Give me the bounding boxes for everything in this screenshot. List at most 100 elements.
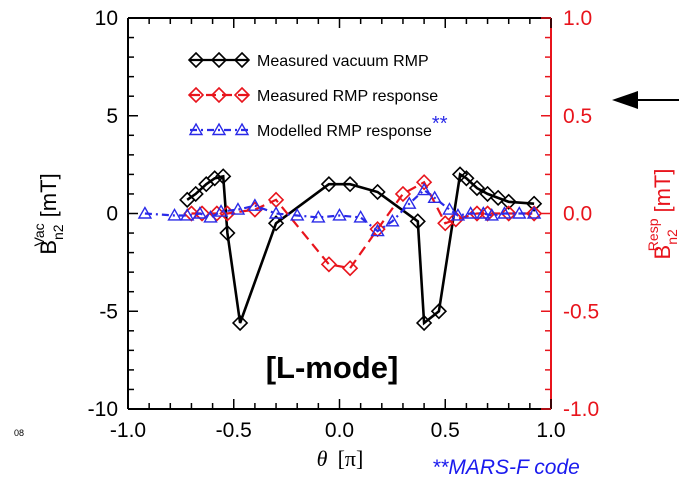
legend-item-3: Modelled RMP response** bbox=[188, 113, 448, 140]
data-point bbox=[289, 208, 305, 221]
legend-label: Modelled RMP response** bbox=[257, 113, 448, 140]
data-point bbox=[167, 208, 182, 221]
data-point bbox=[500, 205, 517, 222]
ticks-group: -1.0 -0.5 0.0 0.5 1.0 10 5 0 -5 -10 1.0 0.5 0.0 -0.5 -… bbox=[88, 7, 600, 442]
y-left-tick-label: -5 bbox=[99, 300, 118, 323]
legend-marker bbox=[187, 51, 205, 69]
y-right-tick-label: 0.5 bbox=[563, 105, 592, 128]
x-tick-label: -1.0 bbox=[110, 419, 146, 442]
data-point bbox=[267, 215, 285, 232]
svg-text:Bn2Vac[mT]: Bn2Vac [mT] bbox=[31, 173, 66, 254]
series-line-1 bbox=[186, 172, 535, 326]
data-point bbox=[320, 176, 338, 193]
data-point bbox=[311, 209, 326, 223]
y-right-label-sub: n2 bbox=[664, 229, 679, 245]
y-right-tick-label: -0.5 bbox=[563, 300, 599, 323]
y-left-axis-title: Bn2Vac [mT] bbox=[31, 173, 66, 254]
data-point bbox=[489, 189, 507, 206]
data-point bbox=[497, 206, 512, 219]
data-point bbox=[230, 202, 246, 215]
legend-label: Measured RMP response bbox=[257, 88, 438, 105]
data-point bbox=[458, 170, 475, 187]
y-left-label-sub: n2 bbox=[50, 224, 66, 240]
data-point bbox=[203, 209, 218, 223]
y-right-axis-title: Bn2Resp [mT] bbox=[645, 169, 679, 260]
series-1 bbox=[179, 166, 543, 332]
data-point bbox=[484, 208, 499, 221]
x-tick-label: 1.0 bbox=[536, 419, 565, 442]
data-point bbox=[268, 206, 284, 219]
data-point bbox=[430, 303, 448, 320]
y-left-tick-label: 10 bbox=[95, 7, 118, 30]
data-point bbox=[231, 314, 249, 332]
series-3 bbox=[137, 182, 542, 237]
y-right-tick-label: 1.0 bbox=[563, 7, 592, 30]
x-axis-unit: [π] bbox=[338, 446, 364, 471]
data-point bbox=[468, 179, 486, 197]
legend-marker bbox=[211, 122, 227, 136]
data-point bbox=[416, 182, 432, 196]
legend-marker bbox=[210, 86, 228, 104]
data-point bbox=[341, 260, 359, 277]
x-axis-title: θ [π] bbox=[317, 446, 364, 471]
data-point bbox=[332, 208, 347, 221]
footnote-mars-f: **MARS-F code bbox=[432, 456, 580, 479]
data-point bbox=[500, 193, 517, 210]
data-point bbox=[463, 206, 478, 219]
y-right-label-main: B bbox=[650, 245, 675, 260]
y-left-tick-label: -10 bbox=[88, 398, 118, 421]
legend-label: Measured vacuum RMP bbox=[257, 53, 429, 70]
data-point bbox=[385, 213, 400, 227]
legend-item-2: Measured RMP response bbox=[187, 86, 438, 105]
data-point bbox=[525, 205, 543, 222]
data-point bbox=[427, 190, 442, 204]
data-point bbox=[187, 185, 204, 203]
x-tick-label: 0.0 bbox=[325, 419, 354, 442]
data-point bbox=[341, 176, 359, 193]
annotation-l-mode: [L-mode] bbox=[266, 350, 399, 385]
data-point bbox=[215, 168, 232, 185]
data-point bbox=[180, 208, 195, 221]
legend: Measured vacuum RMP Measured RMP response… bbox=[187, 51, 448, 140]
y-left-tick-label: 0 bbox=[106, 203, 118, 226]
y-left-label-unit: [mT] bbox=[36, 173, 61, 217]
legend-item-1: Measured vacuum RMP bbox=[187, 51, 429, 70]
data-point bbox=[479, 185, 496, 203]
left-arrow-icon bbox=[612, 91, 679, 109]
legend-footnote-mark: ** bbox=[432, 113, 448, 135]
y-right-tick-label: 0.0 bbox=[563, 203, 592, 226]
y-right-tick-label: -1.0 bbox=[563, 398, 599, 421]
svg-text:Bn2Resp[mT]: Bn2Resp [mT] bbox=[645, 169, 679, 260]
x-tick-label: 0.5 bbox=[431, 419, 460, 442]
data-point bbox=[512, 206, 527, 219]
series-group bbox=[137, 166, 543, 332]
y-left-label-sup: Vac bbox=[31, 223, 47, 246]
data-point bbox=[213, 204, 229, 217]
legend-marker bbox=[210, 51, 228, 69]
legend-marker bbox=[233, 51, 251, 69]
x-tick-label: -0.5 bbox=[216, 419, 252, 442]
y-right-label-sup: Resp bbox=[645, 218, 661, 251]
data-point bbox=[409, 213, 426, 230]
data-point bbox=[394, 185, 412, 203]
data-point bbox=[206, 170, 223, 187]
data-point bbox=[525, 195, 543, 212]
data-point bbox=[450, 208, 466, 221]
legend-marker bbox=[233, 86, 251, 104]
data-point bbox=[247, 198, 263, 211]
data-point bbox=[370, 223, 385, 237]
data-point bbox=[369, 183, 386, 201]
series-line-3 bbox=[144, 188, 535, 233]
legend-marker bbox=[188, 122, 204, 136]
data-point bbox=[192, 206, 208, 219]
data-point bbox=[320, 256, 338, 273]
data-point bbox=[476, 206, 491, 219]
y-left-label-main: B bbox=[36, 240, 61, 255]
data-point bbox=[526, 206, 542, 219]
data-point bbox=[219, 224, 236, 242]
data-point bbox=[402, 196, 417, 209]
data-point bbox=[415, 314, 433, 332]
legend-marker bbox=[234, 122, 250, 136]
legend-marker bbox=[187, 86, 205, 104]
